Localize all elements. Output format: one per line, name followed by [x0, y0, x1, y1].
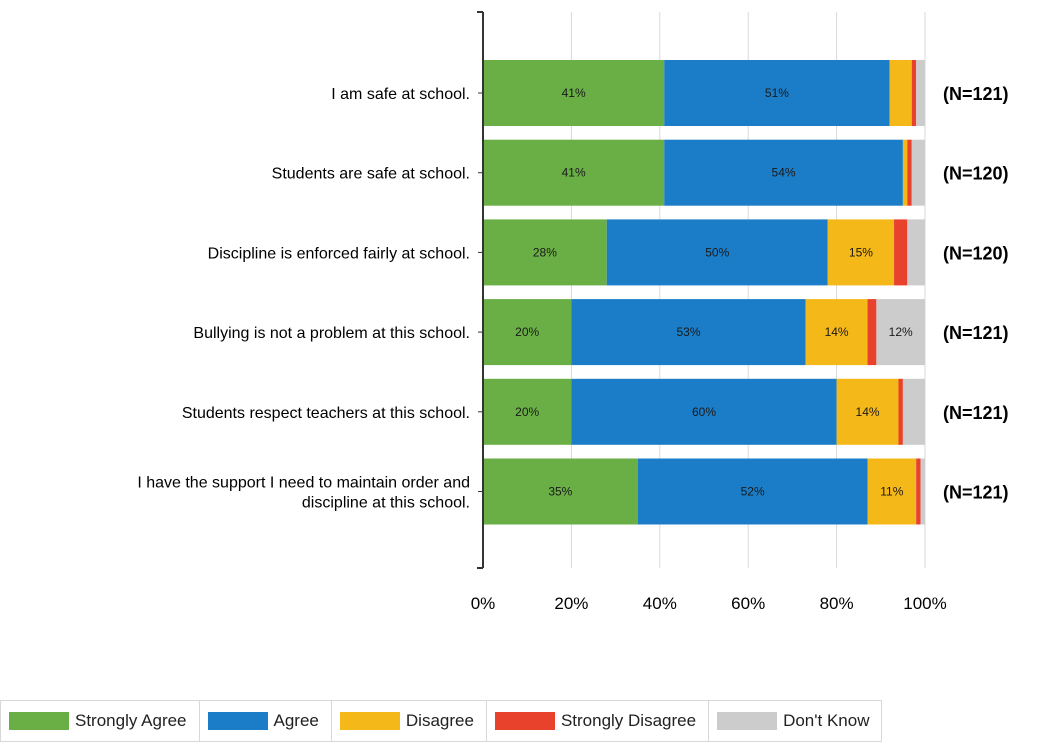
bar-segment [606, 219, 828, 286]
data-label: 41% [562, 86, 586, 100]
data-label: 41% [562, 166, 586, 180]
x-tick-label: 0% [471, 594, 496, 613]
legend-swatch [717, 712, 778, 730]
stacked-bar-chart: 0% 20% 40% 60% 80% 100% 41% 51% I am safe at sch… [137, 11, 1009, 613]
x-tick-label: 40% [643, 594, 677, 613]
legend-item: Don't Know [709, 701, 881, 741]
legend-item: Strongly Disagree [487, 701, 710, 741]
n-label: (N=120) [943, 164, 1009, 184]
bar-segment [889, 60, 912, 126]
data-label: 15% [849, 245, 873, 259]
n-label: (N=121) [943, 483, 1009, 503]
bars [483, 60, 925, 525]
bar-segment [907, 139, 912, 206]
category-label: Students are safe at school. [272, 166, 470, 183]
legend-swatch [339, 712, 400, 730]
n-label: (N=121) [943, 403, 1009, 423]
legend-label: Disagree [405, 711, 474, 730]
labels: 0% 20% 40% 60% 80% 100% 41% 51% I am safe at sch… [137, 84, 1008, 613]
bar-segment [916, 458, 921, 525]
legend-swatch [494, 712, 555, 730]
legend-swatch [207, 712, 268, 730]
data-label: 50% [705, 245, 729, 259]
legend-swatch [9, 712, 69, 730]
bar-segment [483, 458, 638, 525]
data-label: 28% [533, 245, 557, 259]
bar-segment [894, 219, 908, 286]
data-label: 12% [889, 325, 913, 339]
bar-segment [664, 139, 903, 206]
bar-segment [483, 299, 572, 366]
bar-segment [637, 458, 868, 525]
data-label: 52% [741, 485, 765, 499]
data-label: 20% [515, 325, 539, 339]
category-label: Discipline is enforced fairly at school. [208, 245, 470, 262]
legend-item: Disagree [332, 701, 487, 741]
bar-segment [916, 60, 925, 126]
n-label: (N=121) [943, 84, 1009, 104]
data-label: 11% [880, 485, 903, 499]
legend-label: Don't Know [783, 711, 870, 730]
legend-label: Strongly Agree [75, 711, 187, 730]
bar-segment [902, 378, 925, 445]
bar-segment [483, 219, 607, 286]
bar-segment [907, 219, 925, 286]
category-label: Bullying is not a problem at this school… [193, 325, 470, 342]
x-tick-label: 100% [903, 594, 946, 613]
x-tick-label: 80% [820, 594, 854, 613]
n-label: (N=121) [943, 323, 1009, 343]
bar-segment [571, 378, 837, 445]
bar-segment [911, 139, 925, 206]
n-label: (N=120) [943, 243, 1009, 263]
bar-segment [920, 458, 925, 525]
legend-label: Strongly Disagree [560, 711, 697, 730]
category-label: Students respect teachers at this school… [182, 405, 470, 422]
bar-segment [902, 139, 908, 206]
bar-segment [898, 378, 903, 445]
data-label: 54% [772, 166, 796, 180]
legend-label: Agree [273, 711, 319, 730]
bar-segment [836, 378, 899, 445]
data-label: 53% [677, 325, 701, 339]
bar-segment [483, 60, 665, 126]
bar-segment [571, 299, 806, 366]
data-label: 20% [515, 405, 539, 419]
data-label: 60% [692, 405, 716, 419]
legend-item: Agree [200, 701, 332, 741]
data-label: 35% [548, 485, 572, 499]
category-label: I have the support I need to maintain or… [137, 475, 470, 512]
bar-segment [827, 219, 895, 286]
bar-segment [664, 60, 890, 126]
x-tick-label: 20% [554, 594, 588, 613]
bar-segment [876, 299, 925, 366]
bar-segment [805, 299, 868, 366]
x-tick-label: 60% [731, 594, 765, 613]
bar-segment [867, 299, 877, 366]
data-label: 14% [856, 405, 880, 419]
bar-segment [483, 139, 665, 206]
data-label: 14% [825, 325, 849, 339]
bar-segment [867, 458, 917, 525]
bar-segment [911, 60, 917, 126]
legend: Strongly Agree Agree Disagree Strongly Disa… [0, 700, 883, 742]
legend-item: Strongly Agree [1, 701, 200, 741]
data-label: 51% [765, 86, 789, 100]
category-label: I am safe at school. [331, 86, 470, 103]
y-axis [477, 11, 484, 569]
bar-segment [483, 378, 572, 445]
